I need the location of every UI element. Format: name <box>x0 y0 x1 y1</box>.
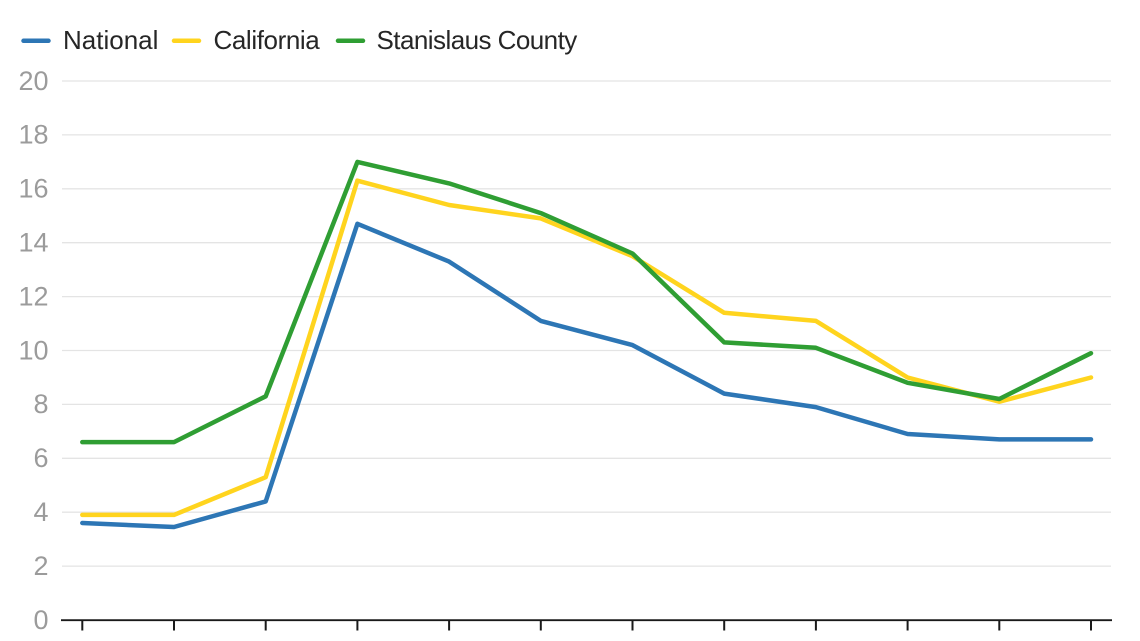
svg-text:16: 16 <box>18 174 48 204</box>
svg-text:National: National <box>63 25 158 55</box>
svg-text:14: 14 <box>18 228 48 258</box>
svg-text:California: California <box>214 25 321 55</box>
svg-text:18: 18 <box>18 120 48 150</box>
svg-text:12: 12 <box>18 281 48 311</box>
svg-text:20: 20 <box>18 66 48 96</box>
svg-text:8: 8 <box>33 389 48 419</box>
svg-text:0: 0 <box>33 605 48 635</box>
svg-text:Stanislaus County: Stanislaus County <box>377 25 578 55</box>
svg-text:6: 6 <box>33 443 48 473</box>
svg-text:4: 4 <box>33 497 48 527</box>
svg-text:2: 2 <box>33 551 48 581</box>
svg-text:10: 10 <box>18 335 48 365</box>
